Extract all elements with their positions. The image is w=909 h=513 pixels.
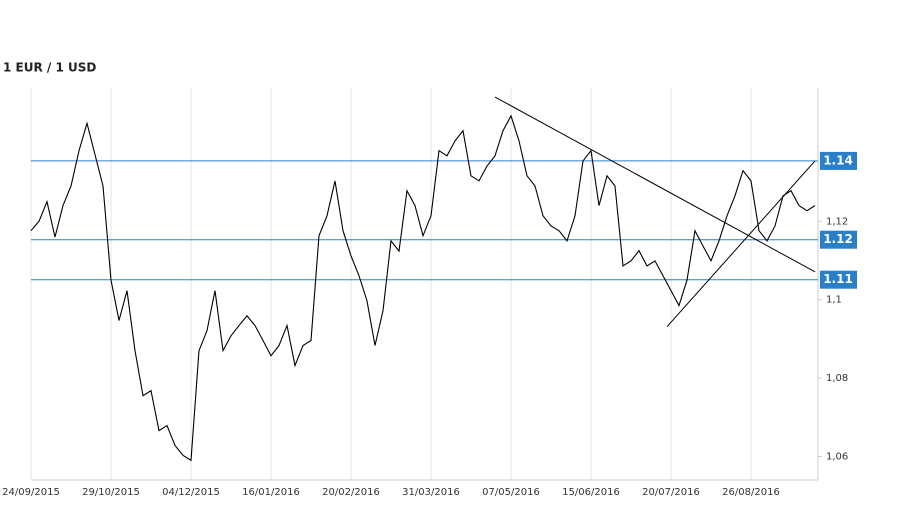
x-tick-label: 29/10/2015: [82, 487, 140, 498]
x-tick-label: 04/12/2015: [162, 487, 220, 498]
x-tick-label: 31/03/2016: [402, 487, 460, 498]
y-tick-label: 1,1: [826, 295, 842, 306]
level-box: [820, 151, 857, 170]
y-tick-label: 1,06: [826, 451, 848, 462]
x-tick-label: 15/06/2016: [562, 487, 620, 498]
level-label: 1.11: [823, 272, 853, 286]
x-tick-label: 07/05/2016: [482, 487, 540, 498]
level-label: 1.14: [823, 153, 853, 167]
level-label: 1.12: [823, 232, 853, 246]
x-tick-label: 20/07/2016: [642, 487, 700, 498]
level-box: [820, 270, 857, 289]
y-tick-label: 1,12: [826, 216, 848, 227]
y-tick-label: 1,08: [826, 373, 848, 384]
x-tick-label: 24/09/2015: [2, 487, 60, 498]
chart-title: 1 EUR / 1 USD: [3, 61, 96, 75]
x-tick-label: 20/02/2016: [322, 487, 380, 498]
price-line: [30, 114, 816, 462]
x-tick-label: 26/08/2016: [722, 487, 780, 498]
trend-line: [494, 96, 816, 273]
trend-line: [666, 160, 816, 328]
level-box: [820, 230, 857, 249]
x-tick-label: 16/01/2016: [242, 487, 300, 498]
